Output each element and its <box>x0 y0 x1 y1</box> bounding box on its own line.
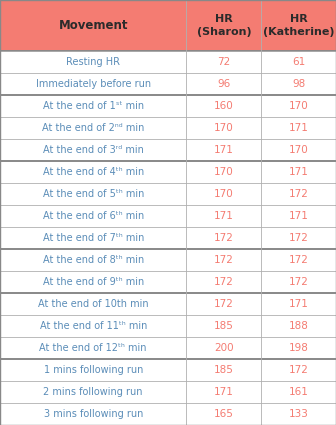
Text: 165: 165 <box>214 409 234 419</box>
Text: 172: 172 <box>214 277 234 287</box>
Bar <box>0 359 336 381</box>
Text: 172: 172 <box>214 299 234 309</box>
Bar <box>0 271 336 293</box>
Bar <box>0 161 336 183</box>
Text: 161: 161 <box>289 387 309 397</box>
Bar <box>0 315 336 337</box>
Text: Immediately before run: Immediately before run <box>36 79 151 89</box>
Text: At the end of 10th min: At the end of 10th min <box>38 299 149 309</box>
Text: 200: 200 <box>214 343 234 353</box>
Text: Resting HR: Resting HR <box>66 57 120 67</box>
Bar <box>0 139 336 161</box>
Text: 171: 171 <box>289 299 309 309</box>
Text: At the end of 3ʳᵈ min: At the end of 3ʳᵈ min <box>43 145 144 155</box>
Text: 98: 98 <box>292 79 305 89</box>
Text: Movement: Movement <box>58 19 128 32</box>
Text: HR
(Sharon): HR (Sharon) <box>197 14 251 37</box>
Bar <box>0 205 336 227</box>
Bar <box>0 337 336 359</box>
Text: 172: 172 <box>289 277 309 287</box>
Bar <box>0 381 336 403</box>
Bar <box>0 227 336 249</box>
Text: 72: 72 <box>217 57 230 67</box>
Text: 172: 172 <box>214 255 234 265</box>
Bar <box>0 403 336 425</box>
Bar <box>0 73 336 95</box>
Text: 172: 172 <box>289 255 309 265</box>
Text: 170: 170 <box>214 167 234 177</box>
Text: At the end of 5ᵗʰ min: At the end of 5ᵗʰ min <box>43 189 144 199</box>
Text: 1 mins following run: 1 mins following run <box>44 365 143 375</box>
Text: At the end of 7ᵗʰ min: At the end of 7ᵗʰ min <box>43 233 144 243</box>
Text: 171: 171 <box>289 123 309 133</box>
Text: At the end of 11ᵗʰ min: At the end of 11ᵗʰ min <box>40 321 147 331</box>
Text: 185: 185 <box>214 321 234 331</box>
Text: At the end of 12ᵗʰ min: At the end of 12ᵗʰ min <box>40 343 147 353</box>
Text: 198: 198 <box>289 343 309 353</box>
Text: At the end of 1ˢᵗ min: At the end of 1ˢᵗ min <box>43 101 144 111</box>
Text: 2 mins following run: 2 mins following run <box>43 387 143 397</box>
Bar <box>0 183 336 205</box>
Text: 170: 170 <box>289 101 308 111</box>
Text: 96: 96 <box>217 79 230 89</box>
Text: 133: 133 <box>289 409 309 419</box>
Text: 172: 172 <box>289 233 309 243</box>
Bar <box>0 293 336 315</box>
Text: HR
(Katherine): HR (Katherine) <box>263 14 334 37</box>
Bar <box>0 95 336 117</box>
Text: At the end of 4ᵗʰ min: At the end of 4ᵗʰ min <box>43 167 144 177</box>
Bar <box>0 117 336 139</box>
Text: At the end of 8ᵗʰ min: At the end of 8ᵗʰ min <box>43 255 144 265</box>
Text: 3 mins following run: 3 mins following run <box>44 409 143 419</box>
Text: 170: 170 <box>214 123 234 133</box>
Text: 61: 61 <box>292 57 305 67</box>
Text: 172: 172 <box>289 365 309 375</box>
Text: 171: 171 <box>214 145 234 155</box>
Text: 170: 170 <box>214 189 234 199</box>
Text: At the end of 9ᵗʰ min: At the end of 9ᵗʰ min <box>43 277 144 287</box>
Text: At the end of 6ᵗʰ min: At the end of 6ᵗʰ min <box>43 211 144 221</box>
Text: At the end of 2ⁿᵈ min: At the end of 2ⁿᵈ min <box>42 123 144 133</box>
Text: 171: 171 <box>214 387 234 397</box>
Text: 171: 171 <box>214 211 234 221</box>
Text: 172: 172 <box>214 233 234 243</box>
Text: 172: 172 <box>289 189 309 199</box>
Bar <box>0 0 336 51</box>
Text: 160: 160 <box>214 101 234 111</box>
Text: 185: 185 <box>214 365 234 375</box>
Text: 171: 171 <box>289 211 309 221</box>
Text: 170: 170 <box>289 145 308 155</box>
Bar <box>0 51 336 73</box>
Text: 171: 171 <box>289 167 309 177</box>
Text: 188: 188 <box>289 321 309 331</box>
Bar <box>0 249 336 271</box>
